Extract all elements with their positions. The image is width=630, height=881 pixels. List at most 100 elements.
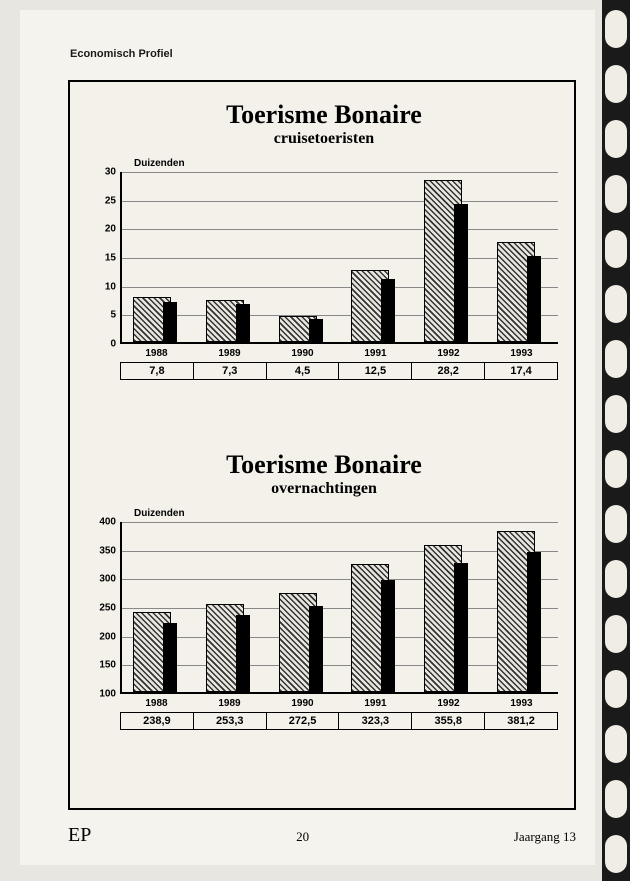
- bar-group: [424, 172, 474, 342]
- bar-solid: [454, 563, 468, 692]
- bar-group: [351, 522, 401, 692]
- value-cell: 272,5: [267, 713, 340, 729]
- footer-right: Jaargang 13: [514, 829, 576, 845]
- x-tick-label: 1990: [278, 348, 328, 359]
- value-cell: 4,5: [267, 363, 340, 379]
- binding-hole: [605, 505, 627, 543]
- bar-solid: [527, 552, 541, 692]
- x-tick-label: 1990: [278, 698, 328, 709]
- bars-container: [122, 522, 558, 692]
- chart2-y-unit: Duizenden: [134, 508, 558, 519]
- chart2-x-labels: 1988 1989 1990 1991 1992 1993: [120, 694, 558, 709]
- bar-solid: [163, 302, 177, 342]
- chart-cruisetoeristen: Toerisme Bonaire cruisetoeristen Duizend…: [90, 82, 558, 380]
- binding-hole: [605, 560, 627, 598]
- bar-group: [133, 522, 183, 692]
- binding-hole: [605, 395, 627, 433]
- bar-solid: [381, 580, 395, 692]
- bar-group: [279, 522, 329, 692]
- bar-group: [206, 172, 256, 342]
- bar-group: [133, 172, 183, 342]
- content-frame: Toerisme Bonaire cruisetoeristen Duizend…: [68, 80, 576, 810]
- value-cell: 381,2: [485, 713, 557, 729]
- x-tick-label: 1988: [132, 698, 182, 709]
- binding-hole: [605, 835, 627, 873]
- y-tick-label: 150: [99, 660, 122, 671]
- x-tick-label: 1989: [205, 348, 255, 359]
- chart-overnachtingen: Toerisme Bonaire overnachtingen Duizende…: [90, 432, 558, 730]
- bar-solid: [309, 606, 323, 692]
- binding-hole: [605, 340, 627, 378]
- x-tick-label: 1993: [497, 698, 547, 709]
- binding-hole: [605, 615, 627, 653]
- spiral-binding: [602, 0, 630, 881]
- value-cell: 7,3: [194, 363, 267, 379]
- x-tick-label: 1991: [351, 348, 401, 359]
- binding-hole: [605, 10, 627, 48]
- y-tick-label: 200: [99, 631, 122, 642]
- x-tick-label: 1992: [424, 348, 474, 359]
- y-tick-label: 0: [110, 339, 122, 350]
- value-cell: 238,9: [121, 713, 194, 729]
- y-tick-label: 100: [99, 689, 122, 700]
- bar-solid: [309, 319, 323, 342]
- footer-page-number: 20: [296, 829, 309, 845]
- bar-solid: [454, 204, 468, 342]
- x-tick-label: 1988: [132, 348, 182, 359]
- chart2-plot-area: 100150200250300350400: [120, 522, 558, 694]
- header-label: Economisch Profiel: [70, 48, 173, 60]
- value-cell: 253,3: [194, 713, 267, 729]
- bar-solid: [236, 615, 250, 692]
- bar-group: [279, 172, 329, 342]
- chart1-title: Toerisme Bonaire: [90, 100, 558, 130]
- chart1-plot-area: 051015202530: [120, 172, 558, 344]
- y-tick-label: 15: [105, 253, 122, 264]
- value-cell: 12,5: [339, 363, 412, 379]
- binding-hole: [605, 725, 627, 763]
- chart1-y-unit: Duizenden: [134, 158, 558, 169]
- binding-hole: [605, 450, 627, 488]
- x-tick-label: 1989: [205, 698, 255, 709]
- bars-container: [122, 172, 558, 342]
- binding-hole: [605, 230, 627, 268]
- y-tick-label: 25: [105, 195, 122, 206]
- value-cell: 28,2: [412, 363, 485, 379]
- chart1-x-labels: 1988 1989 1990 1991 1992 1993: [120, 344, 558, 359]
- bar-group: [424, 522, 474, 692]
- value-cell: 7,8: [121, 363, 194, 379]
- y-tick-label: 5: [110, 310, 122, 321]
- y-tick-label: 30: [105, 167, 122, 178]
- y-tick-label: 350: [99, 545, 122, 556]
- x-tick-label: 1993: [497, 348, 547, 359]
- binding-hole: [605, 120, 627, 158]
- bar-solid: [236, 304, 250, 342]
- value-cell: 17,4: [485, 363, 557, 379]
- bar-group: [497, 522, 547, 692]
- x-tick-label: 1992: [424, 698, 474, 709]
- binding-hole: [605, 65, 627, 103]
- y-tick-label: 20: [105, 224, 122, 235]
- chart2-title: Toerisme Bonaire: [90, 450, 558, 480]
- bar-group: [206, 522, 256, 692]
- chart2-value-row: 238,9253,3272,5323,3355,8381,2: [120, 712, 558, 730]
- value-cell: 323,3: [339, 713, 412, 729]
- y-tick-label: 400: [99, 517, 122, 528]
- footer-left: EP: [68, 824, 91, 847]
- binding-hole: [605, 780, 627, 818]
- bar-group: [351, 172, 401, 342]
- chart1-subtitle: cruisetoeristen: [90, 130, 558, 148]
- value-cell: 355,8: [412, 713, 485, 729]
- chart2-subtitle: overnachtingen: [90, 480, 558, 498]
- binding-hole: [605, 670, 627, 708]
- page-footer: EP 20 Jaargang 13: [68, 824, 576, 847]
- bar-solid: [381, 279, 395, 342]
- y-tick-label: 250: [99, 603, 122, 614]
- chart1-value-row: 7,87,34,512,528,217,4: [120, 362, 558, 380]
- binding-hole: [605, 175, 627, 213]
- bar-solid: [527, 256, 541, 342]
- y-tick-label: 300: [99, 574, 122, 585]
- page-surface: Economisch Profiel Toerisme Bonaire crui…: [20, 10, 595, 865]
- binding-hole: [605, 285, 627, 323]
- x-tick-label: 1991: [351, 698, 401, 709]
- bar-group: [497, 172, 547, 342]
